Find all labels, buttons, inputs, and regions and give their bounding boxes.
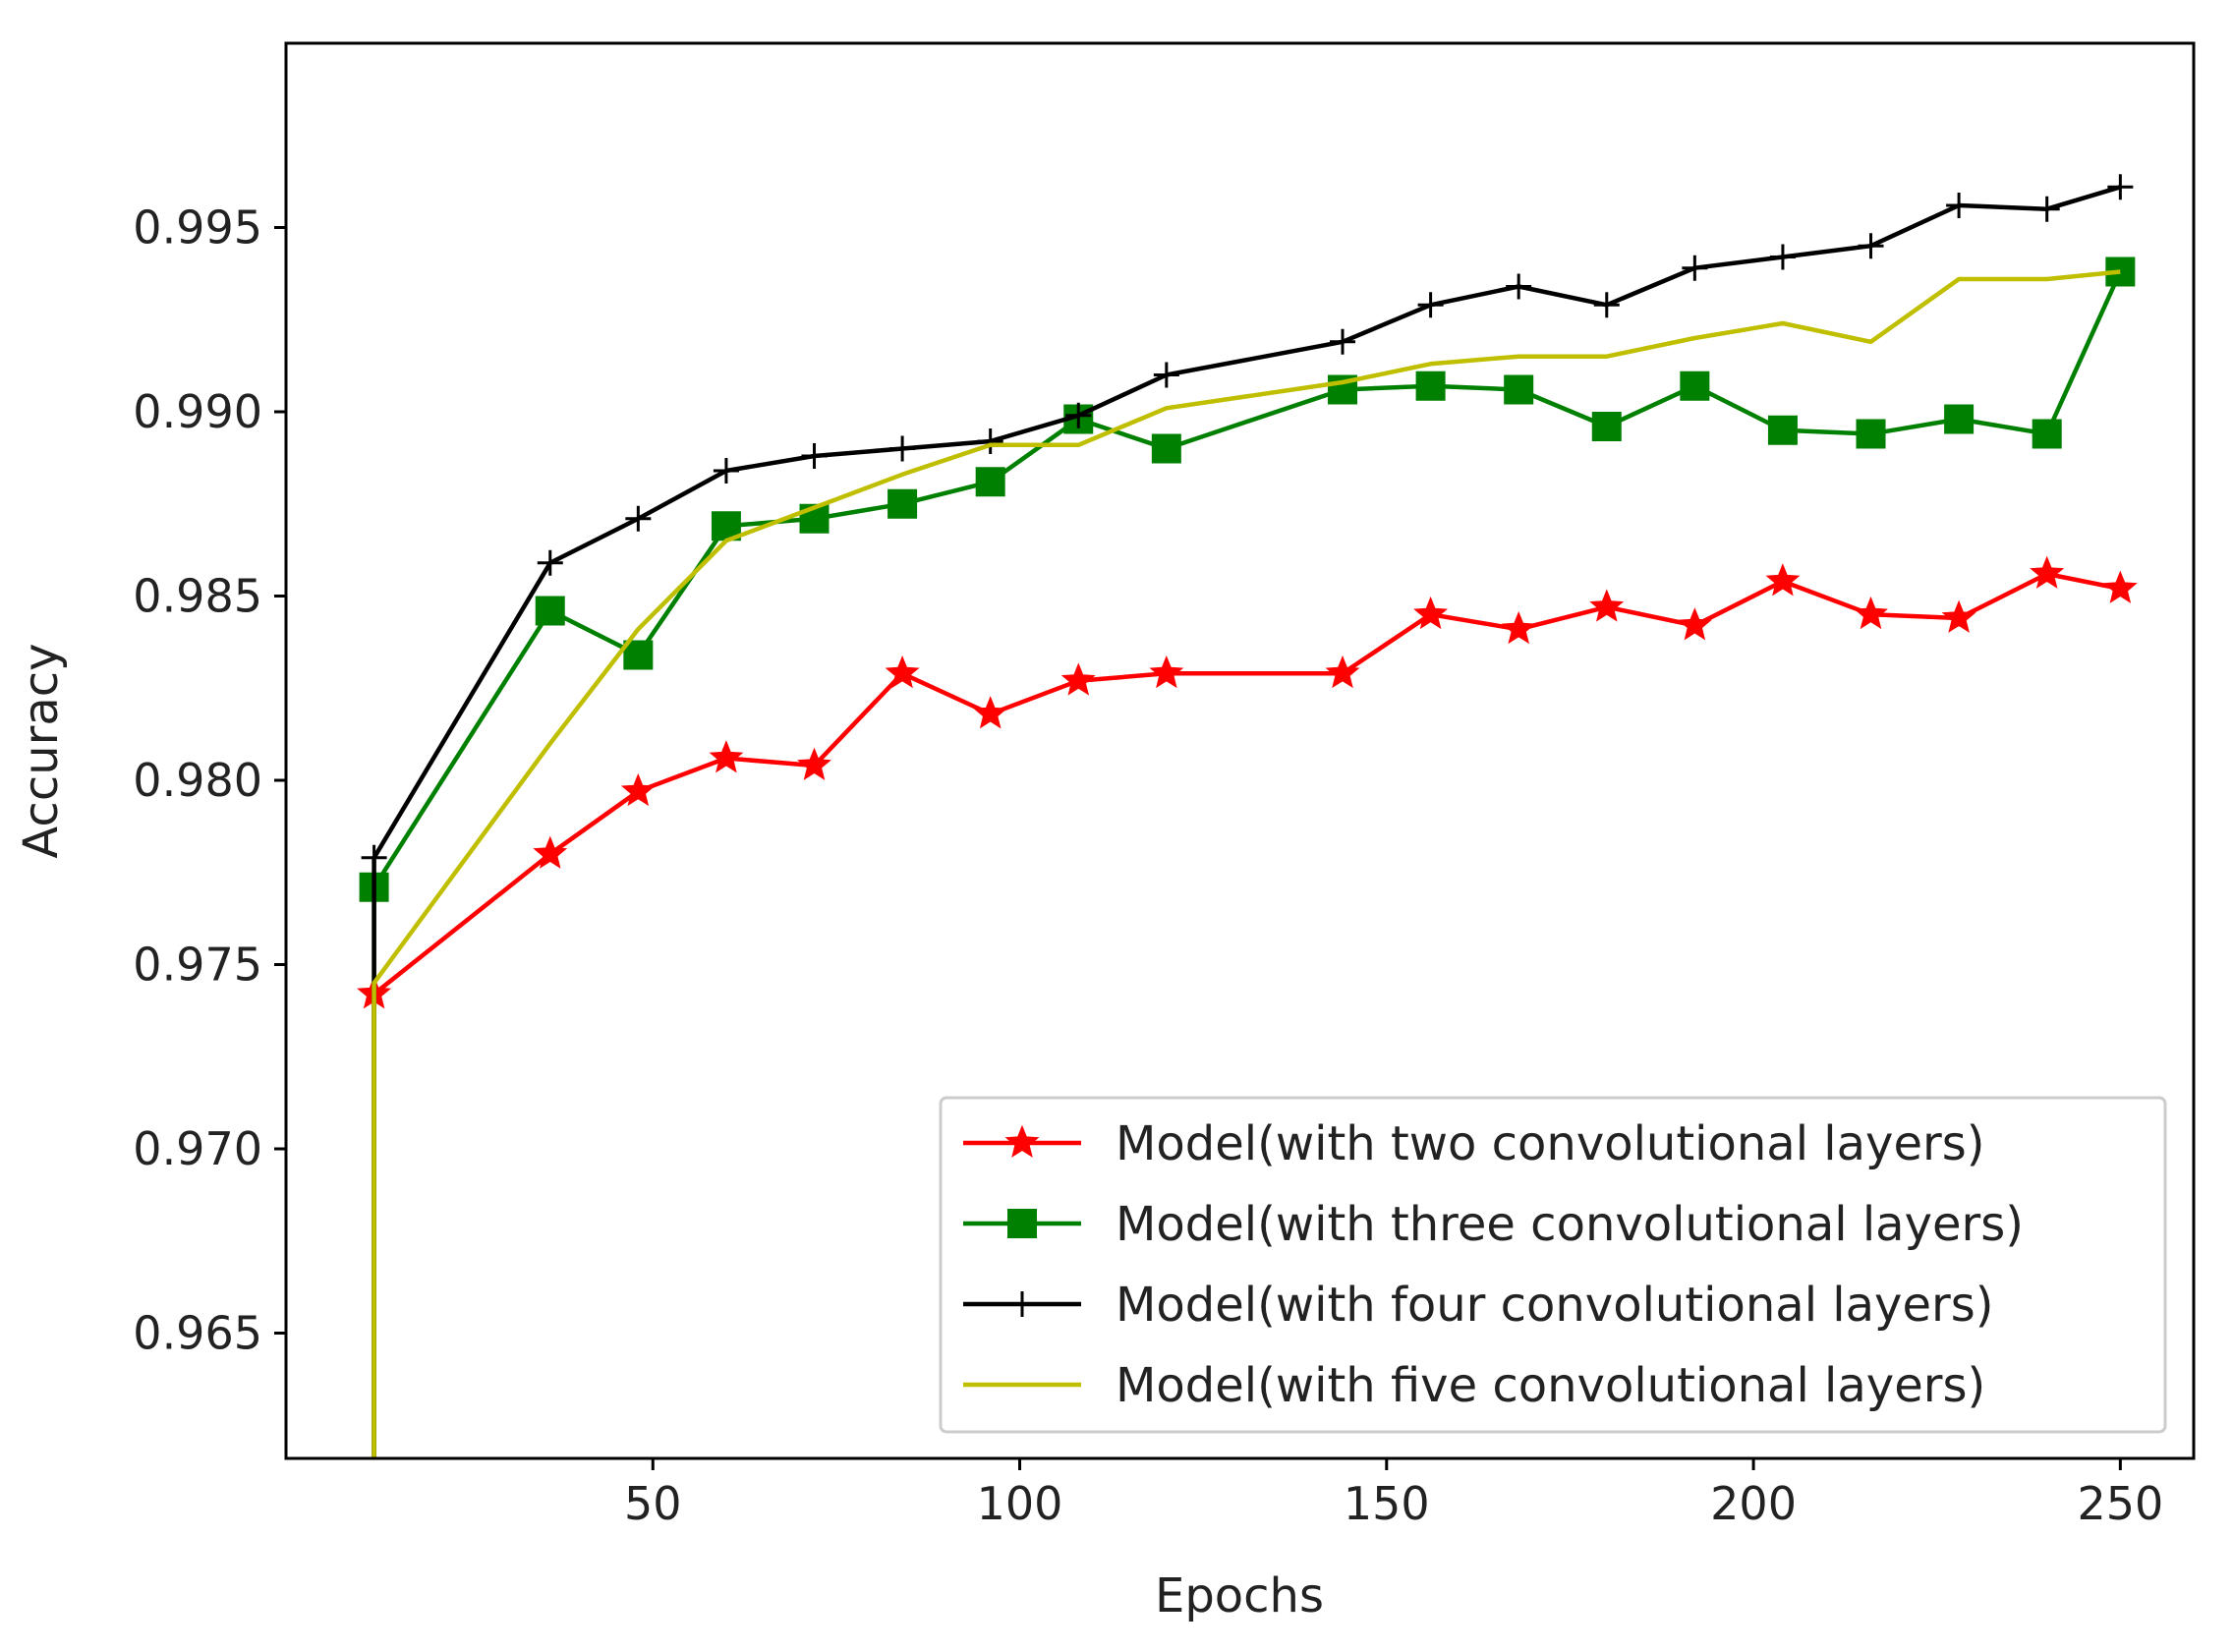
x-tick-label: 200 <box>1710 1477 1797 1530</box>
x-tick-label: 100 <box>977 1477 1063 1530</box>
legend-swatch-marker <box>1004 1124 1040 1158</box>
data-point-three-16 <box>1856 419 1886 449</box>
data-point-four-8 <box>1065 402 1092 428</box>
series-two-layers <box>357 555 2138 1458</box>
data-point-two-5 <box>797 747 831 780</box>
y-tick-label: 0.980 <box>133 754 262 807</box>
data-point-two-3 <box>620 772 656 807</box>
data-point-four-17 <box>1946 193 1973 218</box>
data-point-three-13 <box>1591 412 1622 441</box>
series-line-four <box>372 185 2121 1458</box>
data-point-two-9 <box>1149 655 1184 689</box>
data-point-two-8 <box>1060 662 1096 696</box>
y-tick-label: 0.965 <box>133 1307 262 1360</box>
data-point-two-10 <box>1325 655 1360 689</box>
data-point-four-12 <box>1506 273 1532 300</box>
data-point-four-18 <box>2033 196 2060 222</box>
data-point-three-2 <box>535 596 565 626</box>
data-point-four-4 <box>713 458 739 484</box>
data-point-three-9 <box>1151 433 1181 464</box>
legend-label: Model(with three convolutional layers) <box>1116 1197 2024 1252</box>
legend-label: Model(with two convolutional layers) <box>1116 1116 1984 1171</box>
legend-entry-four: Model(with four convolutional layers) <box>963 1278 1993 1333</box>
series-four-layers <box>361 174 2134 1458</box>
data-point-four-5 <box>801 443 828 469</box>
legend-entry-five: Model(with five convolutional layers) <box>963 1358 1985 1413</box>
data-point-four-2 <box>537 549 563 576</box>
data-point-four-9 <box>1153 362 1179 388</box>
legend-label: Model(with four convolutional layers) <box>1116 1278 1993 1333</box>
data-point-four-16 <box>1858 233 1884 259</box>
data-point-three-15 <box>1767 415 1798 445</box>
y-tick-label: 0.970 <box>133 1122 262 1175</box>
y-axis-label: Accuracy <box>14 643 69 858</box>
data-point-four-3 <box>625 505 652 532</box>
legend-swatch-marker <box>1009 1291 1035 1317</box>
data-point-three-6 <box>887 488 918 519</box>
data-point-two-14 <box>1677 607 1712 641</box>
y-axis: 0.965 0.970 0.975 0.980 0.985 0.990 0.995 <box>133 201 286 1360</box>
data-point-four-13 <box>1593 292 1620 318</box>
y-tick-label: 0.985 <box>133 570 262 623</box>
x-axis: 50 100 150 200 250 <box>624 1458 2163 1530</box>
data-point-two-15 <box>1765 563 1801 597</box>
data-point-three-12 <box>1504 374 1534 405</box>
series-layer <box>357 174 2138 1458</box>
legend-label: Model(with five convolutional layers) <box>1116 1358 1985 1413</box>
data-point-four-1 <box>361 844 387 871</box>
data-point-four-11 <box>1417 292 1444 318</box>
legend: Model(with two convolutional layers) Mode… <box>939 1096 2167 1434</box>
data-point-three-11 <box>1415 370 1446 401</box>
plot-area-frame <box>284 41 2196 1460</box>
data-point-two-13 <box>1589 589 1625 622</box>
y-tick-label: 0.995 <box>133 201 262 255</box>
data-point-four-6 <box>889 435 916 462</box>
x-tick-label: 250 <box>2077 1477 2163 1530</box>
data-point-two-11 <box>1413 596 1449 630</box>
x-tick-label: 50 <box>624 1477 682 1530</box>
data-point-two-16 <box>1854 596 1888 630</box>
data-point-two-18 <box>2030 555 2065 589</box>
legend-entry-three: Model(with three convolutional layers) <box>963 1197 2024 1252</box>
data-point-two-2 <box>533 835 568 869</box>
data-point-two-12 <box>1501 610 1536 645</box>
data-point-two-7 <box>973 696 1008 729</box>
series-three-layers <box>359 256 2136 1458</box>
data-point-two-4 <box>709 740 744 773</box>
data-point-four-7 <box>977 428 1003 454</box>
data-point-four-14 <box>1682 255 1708 281</box>
data-point-two-19 <box>2102 570 2138 603</box>
data-point-three-17 <box>1944 404 1975 434</box>
data-point-three-14 <box>1680 370 1710 401</box>
data-point-three-7 <box>975 467 1005 497</box>
data-point-four-10 <box>1330 328 1356 355</box>
data-point-four-19 <box>2107 174 2134 200</box>
data-point-three-18 <box>2032 419 2062 449</box>
data-point-four-15 <box>1769 244 1796 270</box>
y-tick-label: 0.990 <box>133 385 262 438</box>
legend-swatch-marker <box>1007 1209 1037 1238</box>
series-line-five <box>372 269 2121 1458</box>
data-point-two-6 <box>885 655 920 689</box>
y-tick-label: 0.975 <box>133 939 262 992</box>
data-point-two-17 <box>1941 599 1976 633</box>
legend-box <box>939 1096 2167 1434</box>
x-axis-label: Epochs <box>1155 1568 1324 1624</box>
legend-entry-two: Model(with two convolutional layers) <box>963 1116 1984 1171</box>
series-five-layers <box>372 269 2121 1458</box>
x-tick-label: 150 <box>1344 1477 1430 1530</box>
